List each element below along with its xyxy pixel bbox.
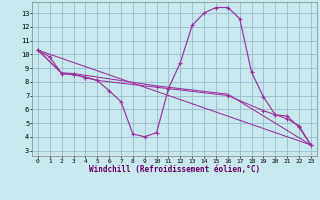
- X-axis label: Windchill (Refroidissement éolien,°C): Windchill (Refroidissement éolien,°C): [89, 165, 260, 174]
